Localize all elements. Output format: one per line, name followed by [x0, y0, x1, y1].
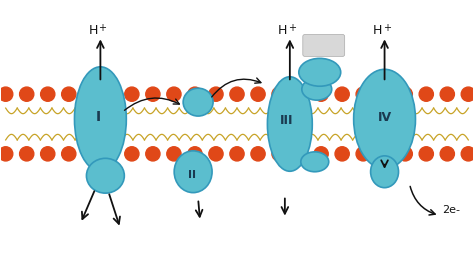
Circle shape	[377, 147, 392, 161]
Text: III: III	[280, 113, 293, 126]
Circle shape	[314, 147, 328, 161]
Circle shape	[335, 88, 349, 102]
Circle shape	[41, 88, 55, 102]
Circle shape	[314, 88, 328, 102]
Circle shape	[167, 147, 181, 161]
Circle shape	[335, 147, 349, 161]
Ellipse shape	[299, 59, 341, 87]
Circle shape	[461, 147, 474, 161]
Circle shape	[272, 147, 286, 161]
Circle shape	[398, 88, 412, 102]
Text: +: +	[99, 22, 106, 33]
Text: H: H	[373, 23, 382, 36]
Circle shape	[188, 147, 202, 161]
Circle shape	[398, 147, 412, 161]
Circle shape	[461, 88, 474, 102]
Ellipse shape	[267, 77, 312, 172]
Text: I: I	[96, 110, 101, 123]
Circle shape	[146, 88, 160, 102]
Ellipse shape	[354, 70, 416, 169]
Circle shape	[188, 88, 202, 102]
Circle shape	[125, 147, 139, 161]
Circle shape	[125, 88, 139, 102]
Circle shape	[41, 147, 55, 161]
Circle shape	[146, 147, 160, 161]
Circle shape	[440, 88, 455, 102]
Circle shape	[167, 88, 181, 102]
Circle shape	[209, 88, 223, 102]
Ellipse shape	[174, 151, 212, 193]
Circle shape	[62, 147, 76, 161]
Circle shape	[230, 88, 244, 102]
Circle shape	[82, 147, 97, 161]
Circle shape	[356, 147, 370, 161]
Ellipse shape	[74, 68, 127, 172]
Circle shape	[104, 88, 118, 102]
Circle shape	[251, 147, 265, 161]
Circle shape	[230, 147, 244, 161]
Ellipse shape	[302, 79, 332, 101]
Circle shape	[251, 88, 265, 102]
Circle shape	[209, 147, 223, 161]
Ellipse shape	[301, 152, 329, 172]
Circle shape	[19, 147, 34, 161]
Circle shape	[419, 147, 433, 161]
Circle shape	[82, 88, 97, 102]
Circle shape	[0, 147, 13, 161]
Ellipse shape	[371, 156, 399, 188]
Text: IV: IV	[377, 110, 392, 123]
Circle shape	[104, 147, 118, 161]
Circle shape	[293, 88, 307, 102]
FancyBboxPatch shape	[303, 35, 345, 57]
Circle shape	[356, 88, 370, 102]
Text: 2e-: 2e-	[442, 204, 460, 214]
Circle shape	[19, 88, 34, 102]
Circle shape	[272, 88, 286, 102]
Ellipse shape	[183, 89, 213, 117]
Text: II: II	[188, 169, 196, 179]
Circle shape	[440, 147, 455, 161]
Ellipse shape	[86, 159, 124, 193]
Circle shape	[419, 88, 433, 102]
Circle shape	[293, 147, 307, 161]
Text: +: +	[288, 22, 296, 33]
Circle shape	[0, 88, 13, 102]
Circle shape	[62, 88, 76, 102]
Circle shape	[377, 88, 392, 102]
Text: H: H	[278, 23, 287, 36]
Text: +: +	[383, 22, 391, 33]
Text: H: H	[89, 23, 98, 36]
